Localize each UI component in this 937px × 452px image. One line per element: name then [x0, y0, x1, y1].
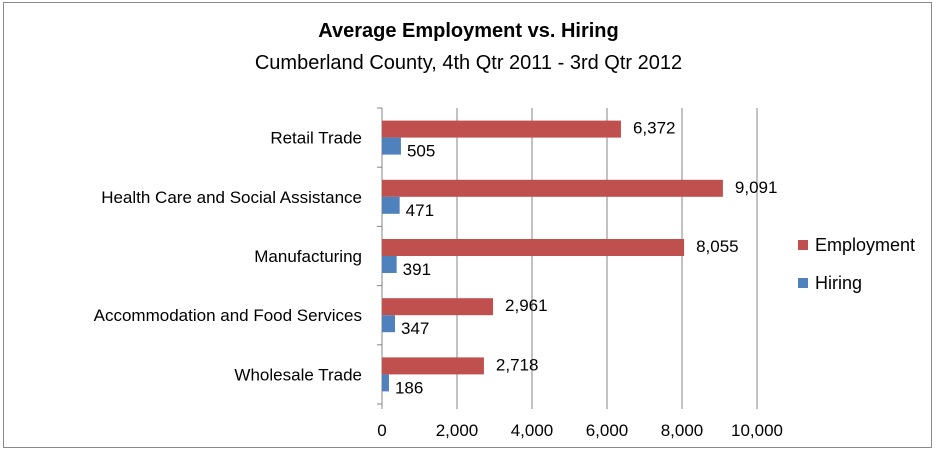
hiring-bar [382, 256, 397, 273]
x-tick-label: 10,000 [731, 421, 783, 440]
hiring-data-label: 347 [401, 319, 429, 338]
hiring-bar [382, 196, 400, 214]
x-tick-label: 8,000 [661, 421, 704, 440]
legend-label: Employment [815, 235, 915, 255]
category-label: Accommodation and Food Services [94, 306, 362, 325]
employment-data-label: 6,372 [633, 119, 676, 138]
employment-bar [382, 179, 723, 197]
chart-title: Average Employment vs. Hiring [318, 20, 619, 42]
chart-subtitle: Cumberland County, 4th Qtr 2011 - 3rd Qt… [254, 52, 683, 74]
hiring-data-label: 391 [403, 260, 431, 279]
employment-data-label: 8,055 [696, 237, 739, 256]
employment-data-label: 2,961 [505, 296, 548, 315]
category-label: Wholesale Trade [234, 365, 362, 384]
x-tick-label: 4,000 [511, 421, 554, 440]
x-tick-label: 0 [377, 421, 386, 440]
hiring-bar [382, 137, 401, 155]
legend-swatch [798, 240, 808, 250]
legend-label: Hiring [815, 273, 862, 293]
employment-data-label: 9,091 [735, 178, 778, 197]
x-tick-label: 6,000 [586, 421, 629, 440]
x-tick-label: 2,000 [436, 421, 479, 440]
employment-bar [382, 120, 621, 138]
employment-bar [382, 298, 494, 316]
employment-bar [382, 239, 685, 256]
category-label: Manufacturing [254, 247, 362, 266]
category-label: Retail Trade [270, 129, 362, 148]
legend-swatch [798, 278, 808, 288]
hiring-data-label: 505 [407, 142, 435, 161]
hiring-data-label: 186 [395, 378, 423, 397]
hiring-bar [382, 315, 396, 333]
employment-data-label: 2,718 [496, 355, 539, 374]
hiring-data-label: 471 [406, 201, 434, 220]
category-label: Health Care and Social Assistance [101, 188, 362, 207]
employment-bar [382, 357, 484, 375]
hiring-bar [382, 374, 389, 392]
